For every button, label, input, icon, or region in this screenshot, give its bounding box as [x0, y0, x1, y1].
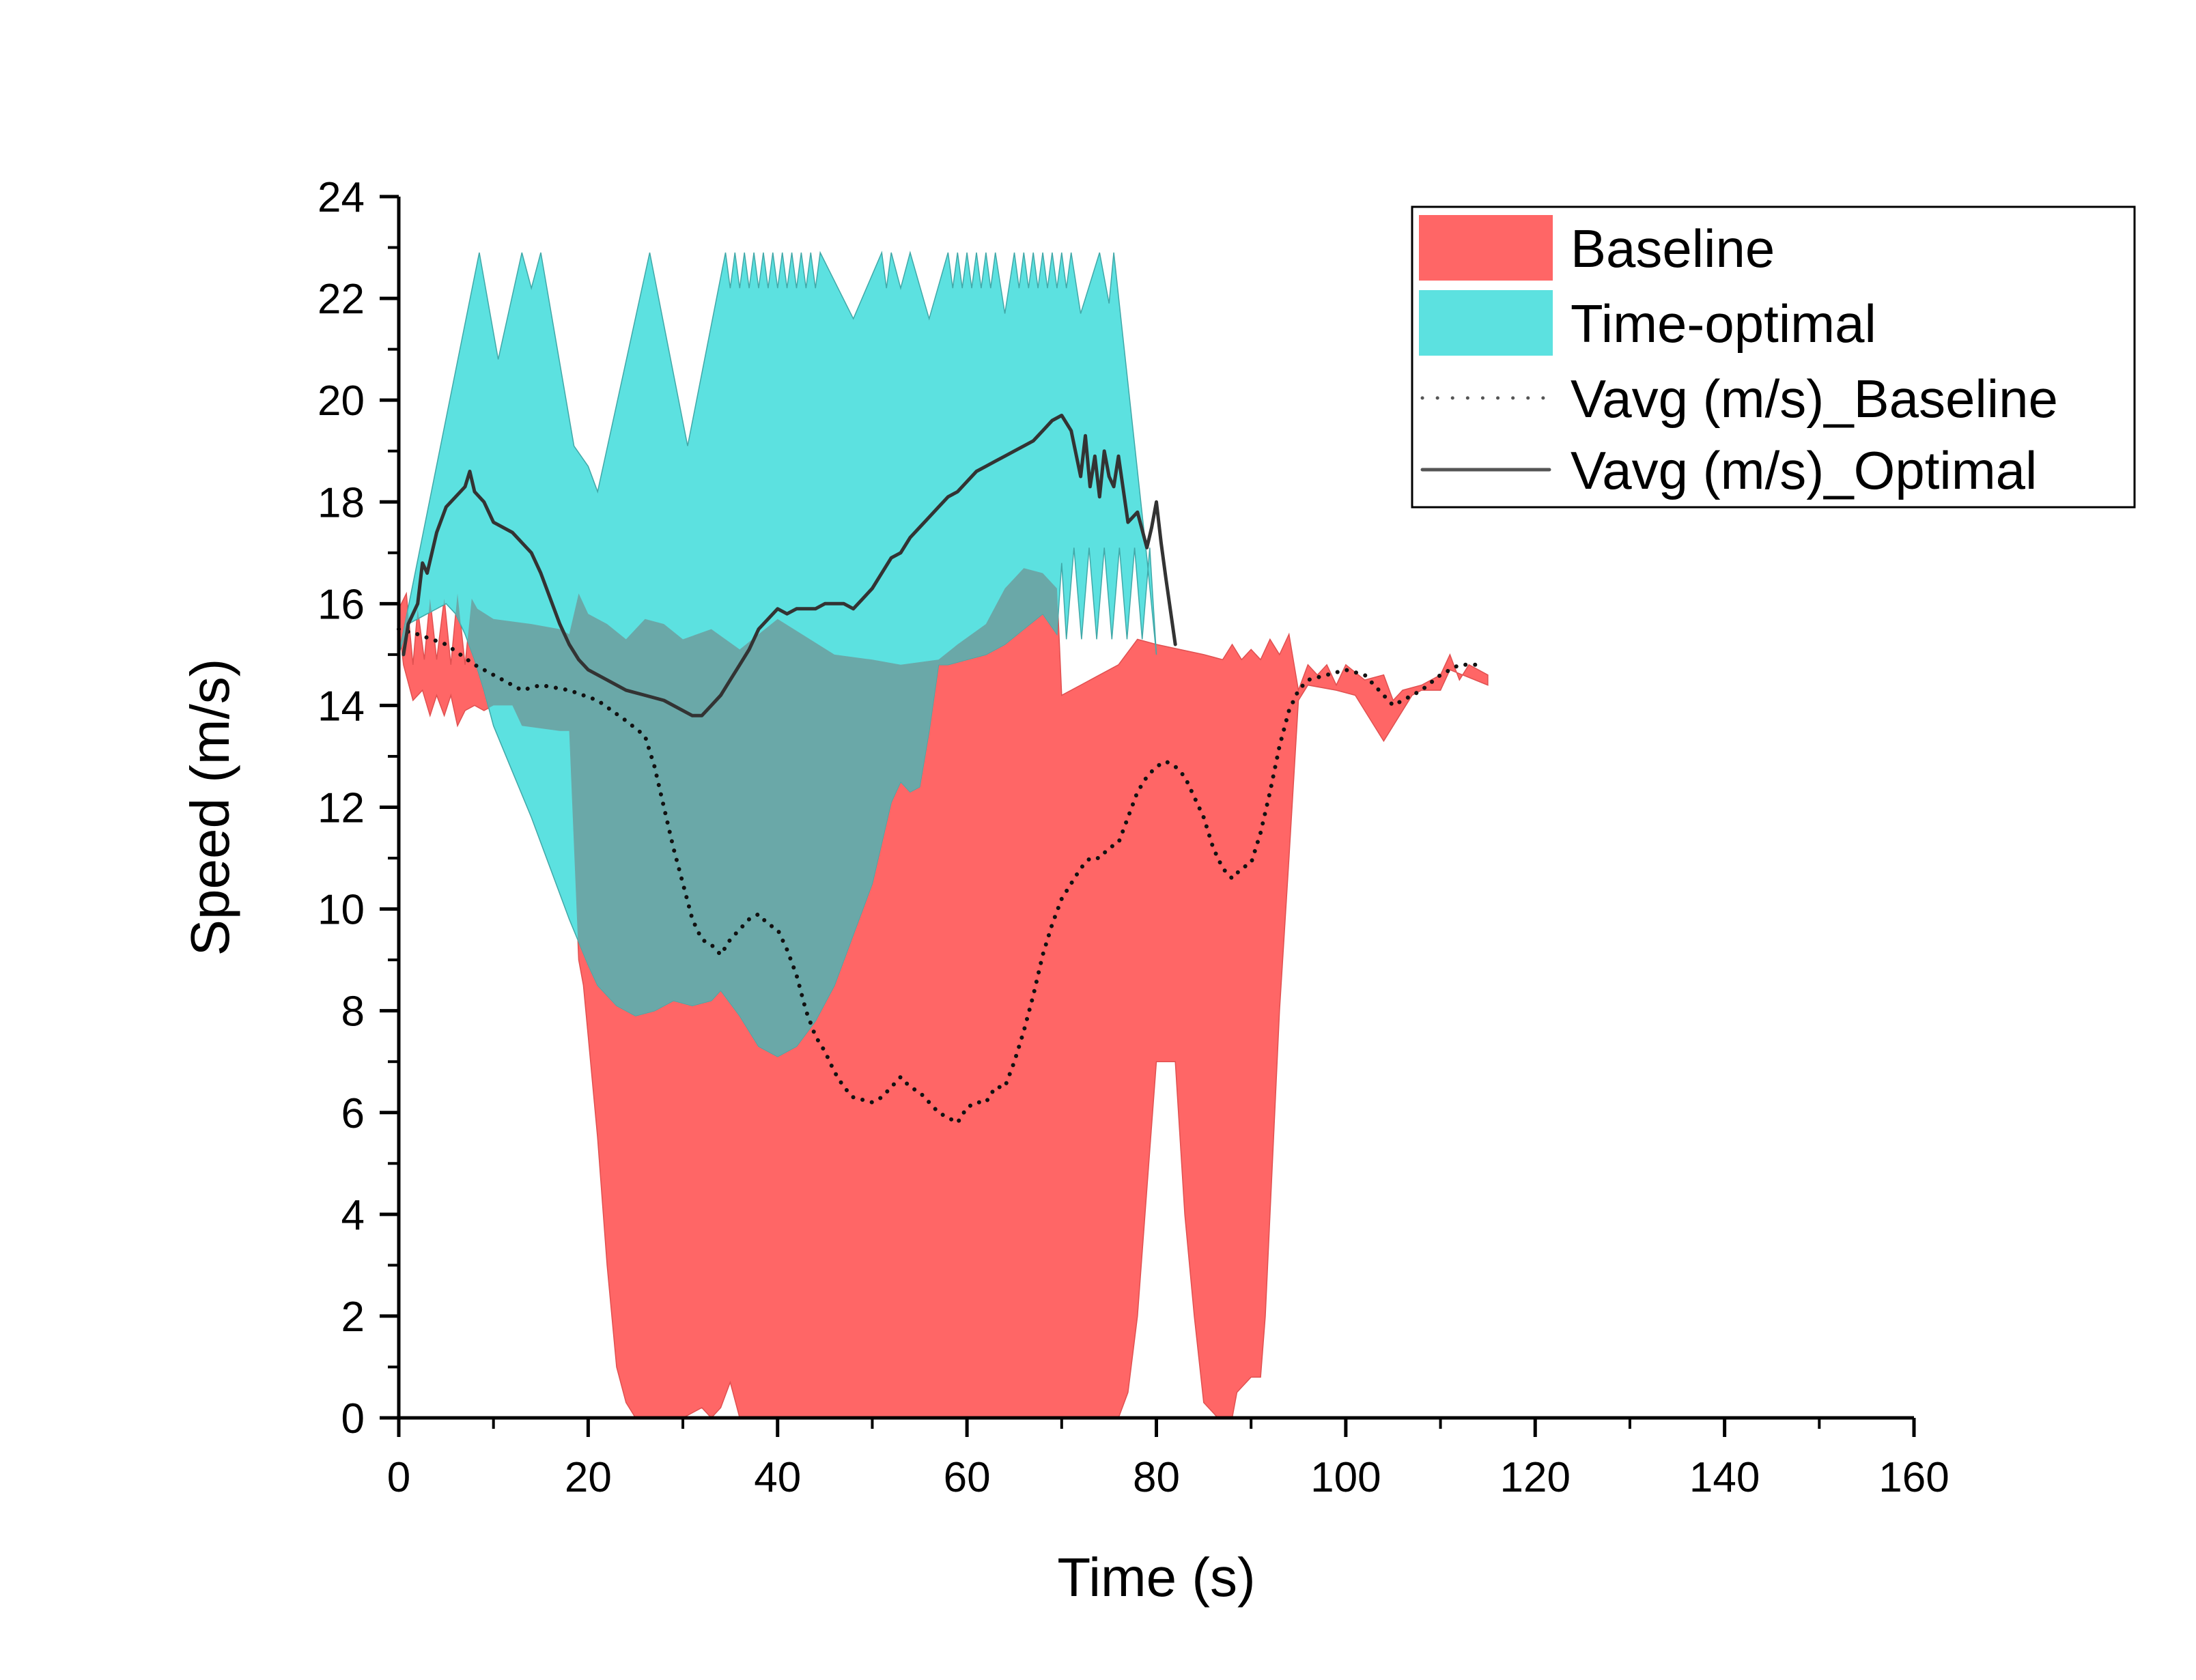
y-tick-label: 4: [341, 1192, 365, 1239]
y-tick-label: 2: [341, 1294, 365, 1341]
y-axis-title: Speed (m/s): [180, 659, 240, 956]
x-tick-label: 20: [565, 1454, 612, 1501]
y-tick-label: 22: [318, 276, 365, 323]
legend-label-time-optimal: Time-optimal: [1571, 294, 1876, 354]
y-tick-label: 16: [318, 581, 365, 628]
y-tick-label: 14: [318, 683, 365, 730]
y-tick-label: 8: [341, 988, 365, 1036]
y-tick-label: 12: [318, 785, 365, 832]
y-tick-label: 0: [341, 1395, 365, 1442]
x-tick-label: 0: [387, 1454, 410, 1501]
legend-label-vavg-baseline: Vavg (m/s)_Baseline: [1571, 369, 2058, 429]
y-tick-label: 24: [318, 174, 365, 221]
x-tick-label: 40: [754, 1454, 801, 1501]
series-vavg-m-s-optimal: [402, 414, 1177, 717]
x-axis-title: Time (s): [1057, 1547, 1255, 1608]
y-tick-label: 10: [318, 887, 365, 934]
x-tick-label: 120: [1500, 1454, 1571, 1501]
legend: Baseline Time-optimal Vavg (m/s)_Baselin…: [1411, 205, 2136, 509]
legend-label-baseline: Baseline: [1571, 218, 1775, 279]
y-tick-label: 6: [341, 1090, 365, 1137]
legend-swatch-baseline: [1419, 215, 1553, 281]
x-tick-label: 80: [1133, 1454, 1180, 1501]
y-tick-label: 18: [318, 479, 365, 526]
plot-area: [397, 251, 1489, 1419]
y-tick-label: 20: [318, 378, 365, 425]
x-tick-label: 140: [1689, 1454, 1760, 1501]
legend-swatch-time-optimal: [1419, 290, 1553, 356]
x-tick-label: 60: [944, 1454, 991, 1501]
x-tick-label: 160: [1878, 1454, 1949, 1501]
x-tick-label: 100: [1310, 1454, 1381, 1501]
legend-label-vavg-optimal: Vavg (m/s)_Optimal: [1571, 440, 2037, 500]
axes: 0 20 40 60 80 100 120 140 1600246810121416182022…: [318, 174, 1949, 1501]
